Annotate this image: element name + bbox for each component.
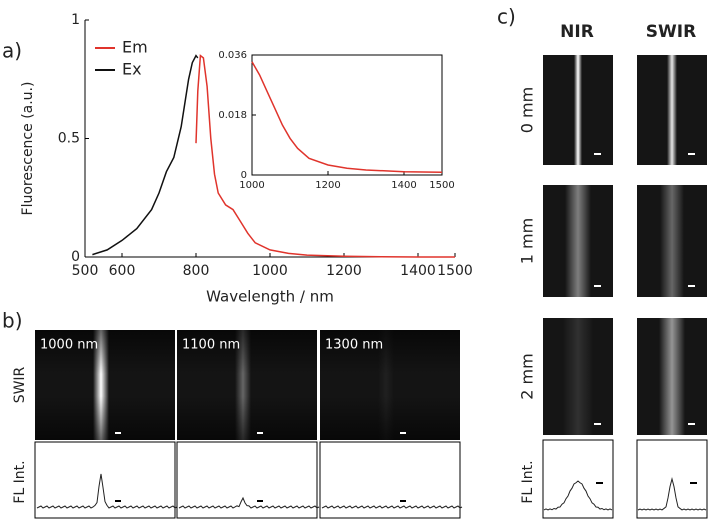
row-label: 0 mm: [518, 87, 537, 133]
profile-label: FL Int.: [520, 460, 536, 503]
column-label: NIR: [560, 22, 594, 42]
beam-fade: [320, 330, 460, 440]
y-tick-label: 0.036: [218, 50, 247, 61]
y-tick-label: 0.018: [218, 110, 247, 121]
beam: [659, 318, 685, 435]
row-label: 2 mm: [518, 353, 537, 399]
beam: [660, 185, 684, 297]
profile-trace: [637, 477, 707, 511]
y-tick-label: 0: [71, 249, 80, 265]
x-tick-label: 1500: [437, 263, 473, 279]
y-axis-label: Fluorescence (a.u.): [20, 82, 36, 216]
row-label: SWIR: [12, 366, 28, 403]
x-axis-label: Wavelength / nm: [206, 288, 334, 306]
image-label: 1100 nm: [182, 338, 240, 353]
series-line: [251, 61, 443, 174]
beam: [667, 55, 677, 165]
scale-bar: [257, 432, 263, 434]
series-line: [92, 54, 199, 256]
x-tick-label: 800: [183, 263, 210, 279]
scale-bar: [400, 432, 406, 434]
scale-bar: [688, 285, 695, 287]
y-tick-label: 0.5: [58, 131, 80, 147]
legend-label: Ex: [122, 60, 142, 79]
x-tick-label: 1500: [429, 180, 454, 191]
beam-fade: [35, 330, 175, 440]
beam: [563, 318, 593, 435]
scale-bar: [596, 482, 603, 484]
panel-label: b): [2, 309, 23, 333]
scale-bar: [115, 500, 121, 502]
profile-trace: [36, 473, 178, 509]
scale-bar: [115, 432, 121, 434]
beam: [574, 55, 582, 165]
x-tick-label: 1000: [239, 180, 264, 191]
profile-trace: [543, 480, 613, 511]
legend-label: Em: [122, 38, 148, 57]
row-label: FL Int.: [12, 460, 28, 503]
scale-bar: [594, 285, 601, 287]
profile-frame: [34, 441, 176, 519]
profile-trace: [321, 505, 463, 509]
row-label: 1 mm: [518, 218, 537, 264]
image-label: 1000 nm: [40, 338, 98, 353]
x-tick-label: 1400: [400, 263, 436, 279]
scale-bar: [257, 500, 263, 502]
profile-trace: [178, 496, 320, 509]
panel-label: c): [497, 5, 516, 29]
x-tick-label: 1200: [326, 263, 362, 279]
beam: [565, 185, 591, 297]
x-tick-label: 1000: [252, 263, 288, 279]
scale-bar: [594, 423, 601, 425]
scale-bar: [594, 153, 601, 155]
beam-fade: [177, 330, 317, 440]
panel-label: a): [2, 39, 22, 63]
scale-bar: [400, 500, 406, 502]
panel-c: NIR SWIR FL Int. 0 mm 1 mm 2 mm: [518, 22, 708, 519]
inset-frame: [251, 54, 443, 176]
column-label: SWIR: [646, 22, 696, 42]
profile-frame: [319, 441, 461, 519]
image-label: 1300 nm: [325, 338, 383, 353]
scale-bar: [690, 482, 697, 484]
panel-b: SWIR FL Int. 1000 nm 1100 nm 1300 nm: [12, 330, 463, 519]
profile-frame: [542, 439, 614, 519]
y-tick-label: 0: [241, 170, 247, 181]
x-tick-label: 1400: [391, 180, 416, 191]
x-tick-label: 600: [109, 263, 136, 279]
scale-bar: [688, 153, 695, 155]
x-tick-label: 1200: [315, 180, 340, 191]
x-tick-label: 500: [72, 263, 99, 279]
series-line: [195, 54, 455, 258]
scale-bar: [688, 423, 695, 425]
y-tick-label: 1: [71, 12, 80, 28]
